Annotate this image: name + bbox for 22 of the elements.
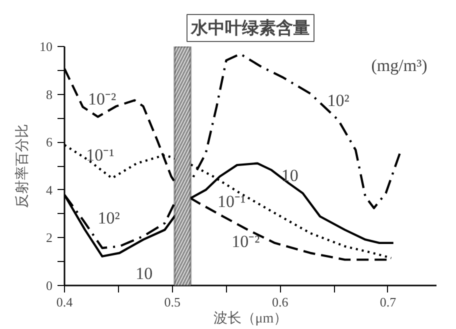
x-tick-label: 0.7 bbox=[380, 294, 397, 310]
chart-title: 水中叶绿素含量 bbox=[190, 18, 310, 38]
annotation: (mg/m³) bbox=[371, 56, 428, 76]
annotation: 10⁻² bbox=[232, 232, 260, 251]
y-tick-label: 10 bbox=[40, 39, 52, 54]
annotation: 10² bbox=[98, 208, 120, 228]
y-tick-label: 4 bbox=[46, 182, 53, 198]
x-tick-label: 0.4 bbox=[56, 294, 74, 310]
annotation: 10 bbox=[136, 264, 153, 283]
x-axis-title: 波长（μm） bbox=[213, 310, 288, 326]
x-tick-label: 0.5 bbox=[164, 294, 180, 310]
annotation: 10⁻² bbox=[88, 90, 116, 109]
annotation: 10⁻¹ bbox=[86, 146, 114, 165]
y-tick-label: 0 bbox=[46, 278, 52, 293]
y-tick-label: 6 bbox=[46, 134, 53, 150]
y-tick-label: 8 bbox=[46, 86, 52, 102]
annotation: 10 bbox=[281, 166, 298, 186]
y-axis-title: 反射率百分比 bbox=[14, 124, 30, 208]
y-tick-label: 2 bbox=[46, 230, 52, 246]
annotation: 10² bbox=[327, 90, 350, 110]
x-tick-label: 0.6 bbox=[272, 294, 289, 310]
annotation: 10⁻¹ bbox=[217, 192, 246, 212]
